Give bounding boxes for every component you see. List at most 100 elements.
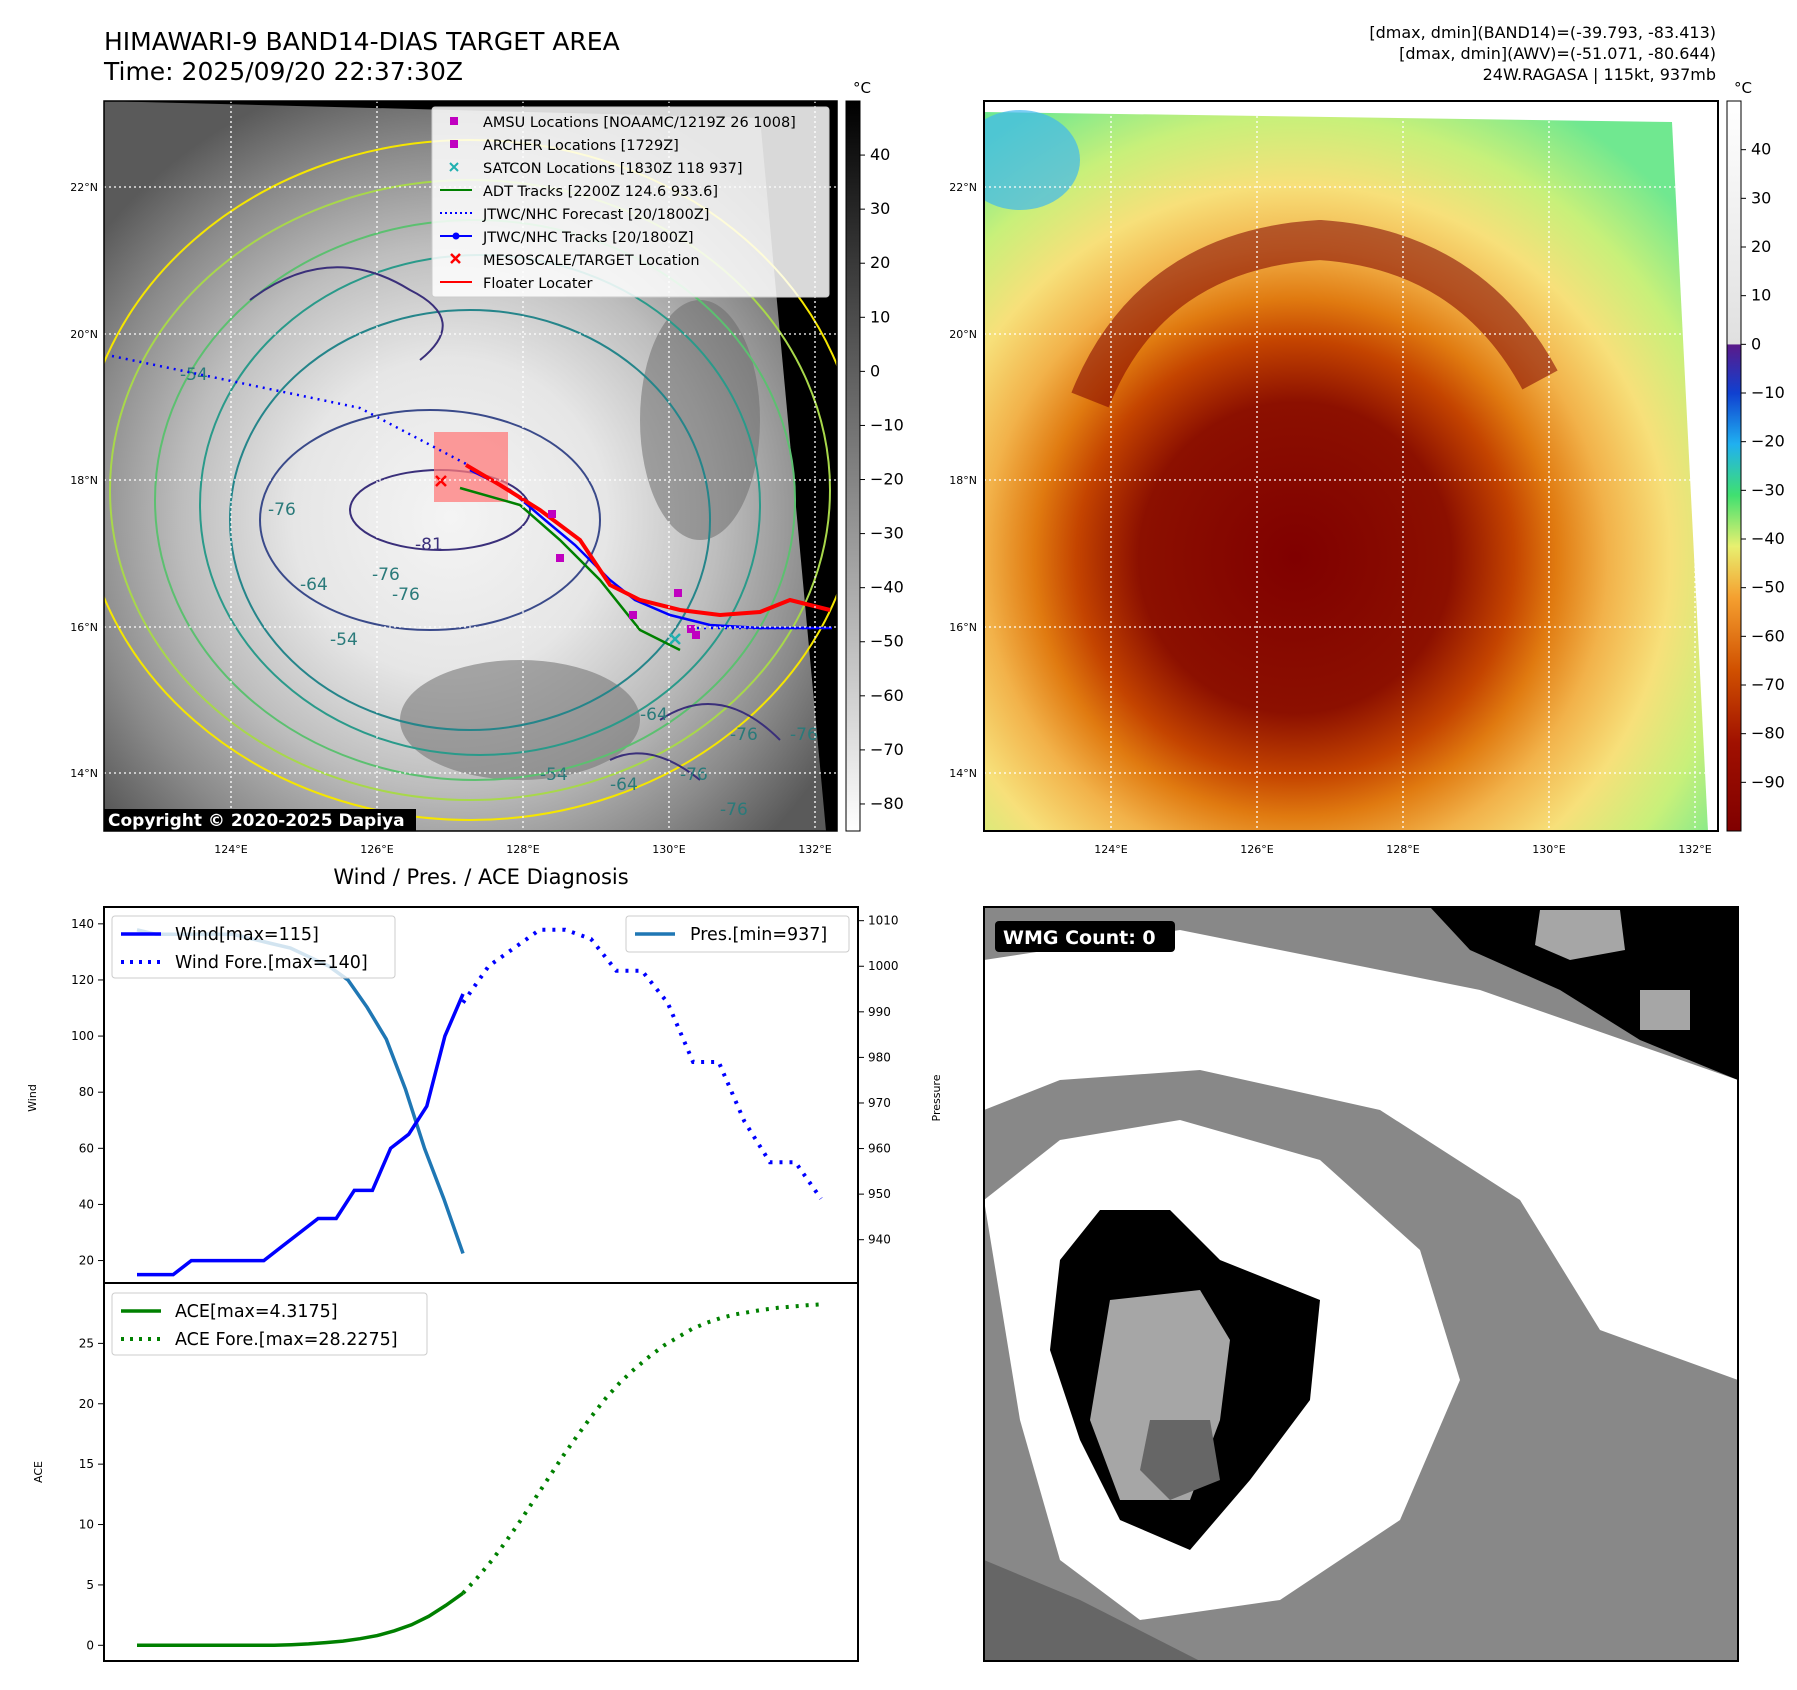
svg-text:124°E: 124°E [214,843,247,856]
ace-axis-label: ACE [32,1461,45,1483]
svg-text:Floater Locater: Floater Locater [483,276,592,292]
ace-forecast-series-line [461,1302,822,1595]
wmg-panel: WMG Count: 0 [983,906,1739,1662]
svg-text:20°N: 20°N [70,328,98,341]
svg-text:132°E: 132°E [798,843,831,856]
ir-lon-labels: 124°E 126°E 128°E 130°E 132°E [214,843,831,856]
ace-chart: 0 5 10 15 20 25 ACE ACE[max=4.3175] ACE Fore.… [32,1282,859,1662]
ace-legend: ACE[max=4.3175] ACE Fore.[max=28.2275] [111,1292,428,1356]
svg-text:-54: -54 [330,630,358,650]
floater-track [464,463,831,618]
wind-tick-label: 20 [79,1254,94,1268]
pressure-tick-label: 980 [868,1050,891,1064]
svg-text:126°E: 126°E [360,843,393,856]
figure-title: HIMAWARI-9 BAND14-DIAS TARGET AREA [104,27,620,56]
ir-colorbar: °C 40 30 20 10 0 −10 −20 −30 −40 −50 −60 −70 −80 [845,79,904,832]
svg-text:-76: -76 [720,800,748,820]
colorbar-tick-label: −30 [1751,480,1785,499]
svg-text:ADT Tracks [2200Z 124.6 933.6]: ADT Tracks [2200Z 124.6 933.6] [483,184,718,200]
svg-text:ACE[max=4.3175]: ACE[max=4.3175] [175,1302,338,1322]
awv-colorbar: °C 40 30 20 10 0 −10 −20 −30 −40 −50 −60 −70 −80 −90 [1726,79,1785,832]
svg-text:128°E: 128°E [506,843,539,856]
colorbar-tick-label: 30 [870,199,890,218]
wind-tick-label: 40 [79,1197,94,1211]
wind-tick-label: 100 [71,1029,94,1043]
pressure-tick-label: 1010 [868,914,899,928]
satcon-marker [669,633,681,645]
colorbar-tick-label: 40 [870,145,890,164]
copyright: Copyright © 2020-2025 Dapiya [108,811,405,831]
svg-text:18°N: 18°N [70,474,98,487]
wind-tick-label: 120 [71,973,94,987]
diagnosis-title: Wind / Pres. / ACE Diagnosis [333,865,628,889]
ace-tick-label: 20 [79,1397,94,1411]
pressure-tick-label: 950 [868,1187,891,1201]
colorbar-tick-label: −80 [1751,724,1785,743]
svg-text:124°E: 124°E [1094,843,1127,856]
wmg-badge [995,921,1175,952]
svg-text:22°N: 22°N [949,181,977,194]
colorbar-tick-label: 30 [1751,188,1771,207]
wind-series-line [137,993,465,1277]
ir-contours [104,139,837,821]
ir-legend: AMSU Locations [NOAAMC/1219Z 26 1008] AR… [431,106,830,298]
colorbar-tick-label: 10 [1751,286,1771,305]
svg-text:16°N: 16°N [949,621,977,634]
colorbar-tick-label: −90 [1751,772,1785,791]
info-awv: [dmax, dmin](AWV)=(-51.071, -80.644) [1399,44,1716,63]
svg-text:-64: -64 [640,705,668,725]
svg-text:MESOSCALE/TARGET Location: MESOSCALE/TARGET Location [483,253,700,269]
svg-text:-54: -54 [540,765,568,785]
svg-text:-81: -81 [415,535,443,555]
ace-tick-label: 15 [79,1457,94,1471]
svg-text:°C: °C [1734,79,1752,97]
svg-text:126°E: 126°E [1240,843,1273,856]
svg-text:20°N: 20°N [949,328,977,341]
svg-text:-64: -64 [610,775,638,795]
ace-tick-label: 25 [79,1336,94,1350]
svg-text:-76: -76 [790,725,818,745]
awv-lat-labels: 22°N 20°N 18°N 16°N 14°N [949,181,977,780]
svg-text:130°E: 130°E [1532,843,1565,856]
ace-series-line [137,1591,465,1648]
colorbar-tick-label: 0 [1751,334,1761,353]
svg-text:130°E: 130°E [652,843,685,856]
colorbar-tick-label: −60 [1751,626,1785,645]
wind-tick-label: 140 [71,917,94,931]
colorbar-tick-label: −60 [870,686,904,705]
svg-text:Wind[max=115]: Wind[max=115] [175,925,319,945]
pressure-tick-label: 960 [868,1142,891,1156]
colorbar-tick-label: −70 [1751,675,1785,694]
wind-legend: Wind[max=115] Wind Fore.[max=140] [111,915,396,979]
svg-text:128°E: 128°E [1386,843,1419,856]
svg-text:16°N: 16°N [70,621,98,634]
info-band14: [dmax, dmin](BAND14)=(-39.793, -83.413) [1369,23,1716,42]
svg-text:°C: °C [853,79,871,97]
svg-text:Wind Fore.[max=140]: Wind Fore.[max=140] [175,953,368,973]
pressure-tick-label: 990 [868,1005,891,1019]
svg-text:ACE Fore.[max=28.2275]: ACE Fore.[max=28.2275] [175,1330,398,1350]
svg-text:-76: -76 [268,500,296,520]
ace-tick-label: 0 [86,1638,94,1652]
colorbar-tick-label: −80 [870,794,904,813]
colorbar-tick-label: −20 [1751,432,1785,451]
colorbar-tick-label: −50 [1751,578,1785,597]
colorbar-tick-label: −40 [870,578,904,597]
svg-text:14°N: 14°N [70,767,98,780]
wind-axis-label: Wind [26,1084,39,1112]
colorbar-tick-label: −50 [870,632,904,651]
svg-text:JTWC/NHC Forecast [20/1800Z]: JTWC/NHC Forecast [20/1800Z] [482,207,709,223]
jtwc-forecast-track [111,354,471,468]
wind-pressure-chart: 20 40 60 80 100 120 140 940 950 960 970 980 990 1000… [26,906,943,1284]
colorbar-tick-label: −70 [870,740,904,759]
colorbar-tick-label: −10 [1751,383,1785,402]
svg-text:-76: -76 [392,585,420,605]
svg-text:JTWC/NHC Tracks [20/1800Z]: JTWC/NHC Tracks [20/1800Z] [482,230,694,246]
svg-text:SATCON Locations [1830Z 118 93: SATCON Locations [1830Z 118 937] [483,161,742,177]
colorbar-tick-label: 20 [1751,237,1771,256]
colorbar-tick-label: 40 [1751,140,1771,159]
info-storm: 24W.RAGASA | 115kt, 937mb [1483,65,1716,84]
colorbar-tick-label: −40 [1751,529,1785,548]
ace-tick-label: 10 [79,1518,94,1532]
